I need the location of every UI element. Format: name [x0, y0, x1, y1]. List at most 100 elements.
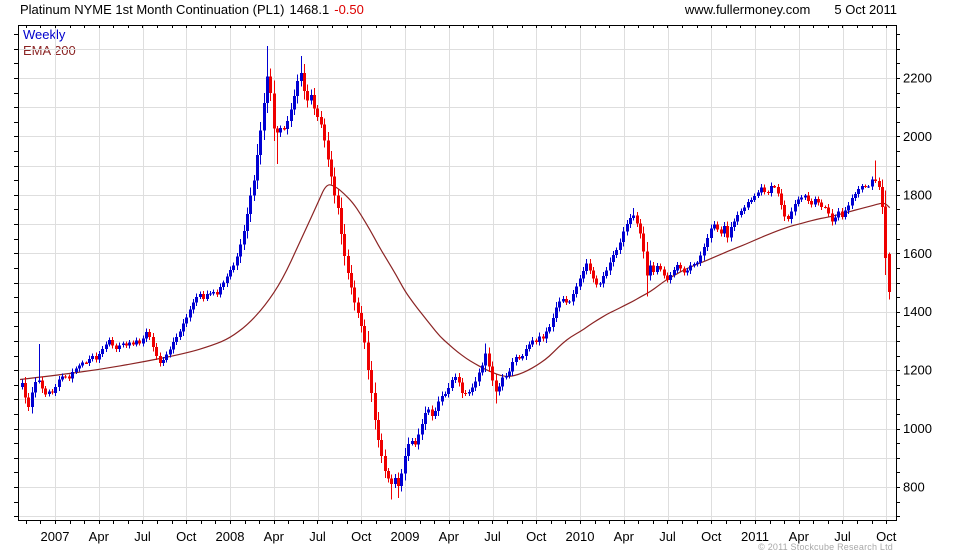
candle-body [508, 371, 511, 376]
candle-body [783, 204, 786, 217]
x-axis-label: Apr [439, 529, 460, 544]
candle-body [179, 331, 182, 337]
candle-body [374, 393, 377, 420]
candle-body [263, 103, 266, 131]
candle-body [101, 348, 104, 354]
candle-body [572, 293, 575, 302]
x-axis-label: Apr [614, 529, 635, 544]
candle-body [525, 348, 528, 356]
candle-body [306, 91, 309, 101]
y-axis-label: 1600 [903, 246, 932, 261]
candle-body [555, 307, 558, 319]
y-axis-label: 2000 [903, 129, 932, 144]
candle-body [148, 331, 151, 338]
x-axis-label: 2011 [741, 529, 769, 544]
candle-body [548, 327, 551, 332]
candle-body [135, 340, 138, 345]
candle-body [75, 368, 78, 372]
candle-body [867, 186, 870, 188]
candle-body [871, 179, 874, 187]
candle-body [710, 228, 713, 238]
candle-body [417, 434, 420, 445]
candle-body [229, 269, 232, 277]
y-axis-label: 2200 [903, 71, 932, 86]
candle-wick [391, 474, 392, 500]
candle-body [98, 353, 101, 360]
candle-body [515, 357, 518, 363]
candle-body [58, 379, 61, 388]
legend-ema-200: EMA 200 [23, 43, 76, 58]
candle-body [34, 382, 37, 393]
y-axis-label: 1800 [903, 187, 932, 202]
candle-body [259, 130, 262, 155]
candle-body [639, 223, 642, 234]
candle-body [683, 268, 686, 273]
candle-body [659, 265, 662, 270]
x-axis-label: Oct [701, 529, 722, 544]
candle-body [286, 120, 289, 130]
candle-body [484, 353, 487, 366]
candle-body [434, 411, 437, 417]
chart-title: Platinum NYME 1st Month Continuation (PL… [20, 2, 364, 17]
candle-body [861, 185, 864, 190]
candle-body [854, 194, 857, 199]
candle-body [602, 275, 605, 284]
candle-body [723, 226, 726, 234]
candle-body [804, 195, 807, 198]
candle-body [820, 202, 823, 207]
y-axis-label: 800 [903, 480, 925, 495]
candle-body [444, 394, 447, 396]
candle-body [837, 211, 840, 218]
candle-body [353, 287, 356, 303]
candle-body [703, 247, 706, 256]
candle-body [38, 380, 41, 383]
candle-body [105, 344, 108, 349]
candle-body [888, 253, 891, 292]
candle-body [535, 340, 538, 343]
candle-body [71, 371, 74, 379]
x-axis-label: Oct [351, 529, 372, 544]
candle-body [249, 195, 252, 214]
candle-body [767, 192, 770, 194]
x-axis-label: 2007 [41, 529, 70, 544]
candle-body [337, 195, 340, 209]
x-axis-label: Oct [176, 529, 197, 544]
candle-body [505, 375, 508, 378]
candle-body [716, 224, 719, 230]
candle-body [155, 346, 158, 356]
candle-body [538, 336, 541, 342]
legend-weekly: Weekly [23, 27, 66, 42]
candle-wick [633, 208, 634, 221]
candle-body [592, 270, 595, 279]
candle-body [881, 187, 884, 207]
candle-body [666, 275, 669, 281]
candle-body [834, 217, 837, 222]
candle-body [743, 207, 746, 212]
candle-body [458, 376, 461, 383]
candle-body [394, 477, 397, 485]
candle-body [185, 317, 188, 324]
candle-body [649, 265, 652, 276]
candle-body [622, 231, 625, 243]
candle-body [773, 186, 776, 188]
candle-body [676, 264, 679, 271]
candle-body [495, 380, 498, 392]
chart-date: 5 Oct 2011 [834, 2, 897, 17]
price-change: -0.50 [334, 2, 364, 17]
candle-body [64, 376, 67, 378]
candle-body [629, 217, 632, 225]
candle-body [663, 269, 666, 276]
candle-body [626, 224, 629, 232]
candle-body [276, 128, 279, 133]
candle-body [290, 109, 293, 121]
candle-body [720, 229, 723, 234]
candle-body [115, 345, 118, 349]
candle-body [521, 355, 524, 359]
website-link[interactable]: www.fullermoney.com [684, 2, 811, 17]
x-axis-label: Oct [526, 529, 547, 544]
candle-body [582, 270, 585, 279]
candle-body [605, 270, 608, 276]
candle-body [303, 72, 306, 91]
candle-body [421, 424, 424, 435]
